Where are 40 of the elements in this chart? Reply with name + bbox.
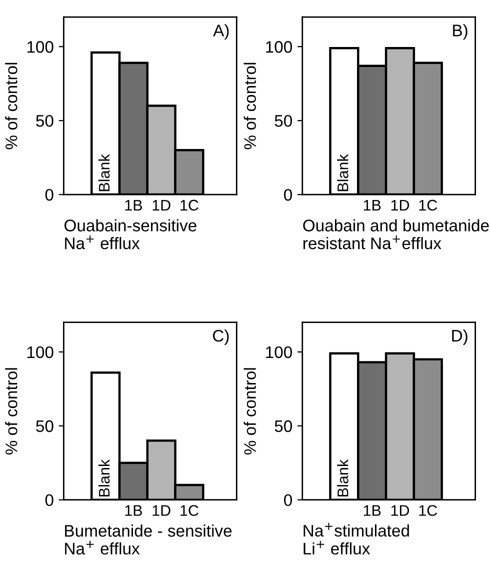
- text: B): [453, 24, 468, 40]
- text: C): [212, 329, 229, 345]
- y-tick-label: 0: [45, 188, 54, 201]
- x-tick-label: 1C: [419, 200, 438, 211]
- y-tick-label: 100: [266, 346, 292, 358]
- y-tick-label: 0: [45, 494, 54, 506]
- x-tick-label: 1B: [125, 200, 142, 210]
- x-tick-label: 1D: [391, 505, 410, 516]
- text: D): [452, 329, 468, 345]
- x-tick-label: 1B: [125, 505, 142, 516]
- y-tick-label: 100: [27, 41, 54, 53]
- x-axis-title: Ouabain and bumetanide resistant Na$^{+}$efflux: [303, 219, 489, 250]
- y-tick-label: 50: [274, 114, 292, 127]
- x-tick-label: 1D: [152, 505, 170, 516]
- y-tick-label: 50: [36, 420, 54, 432]
- y-tick-label: 0: [284, 494, 292, 506]
- text: A): [213, 24, 229, 40]
- x-tick-label: Blank: [337, 154, 348, 192]
- y-tick-label: 100: [27, 346, 54, 358]
- y-axis-title: % of control: [5, 62, 18, 150]
- text: Na$^{+}$stimulated Li$^{+}$ efflux: [304, 522, 409, 555]
- x-tick-label: 1C: [180, 200, 198, 211]
- x-tick-label: 1B: [364, 505, 381, 516]
- y-tick-label: 0: [284, 188, 292, 201]
- y-tick-label: 100: [266, 41, 292, 53]
- y-axis-title: % of control: [5, 368, 18, 454]
- y-tick-label: 50: [274, 420, 292, 432]
- x-tick-label: 1B: [364, 200, 381, 210]
- y-axis-title: % of control: [244, 62, 256, 150]
- x-tick-label: 1C: [180, 505, 198, 516]
- x-tick-label: 1D: [152, 200, 170, 210]
- y-tick-label: 50: [36, 114, 54, 127]
- x-tick-label: 1D: [391, 200, 410, 210]
- x-tick-label: Blank: [98, 154, 110, 192]
- x-tick-label: Blank: [98, 459, 110, 496]
- x-tick-label: Blank: [337, 459, 348, 496]
- x-axis-title: Ouabain-sensitive Na$^{+}$ efflux: [64, 219, 196, 250]
- x-tick-label: 1C: [419, 505, 438, 516]
- x-axis-title: Bumetanide - sensitive Na$^{+}$ efflux: [65, 524, 232, 555]
- y-axis-title: % of control: [244, 368, 256, 454]
